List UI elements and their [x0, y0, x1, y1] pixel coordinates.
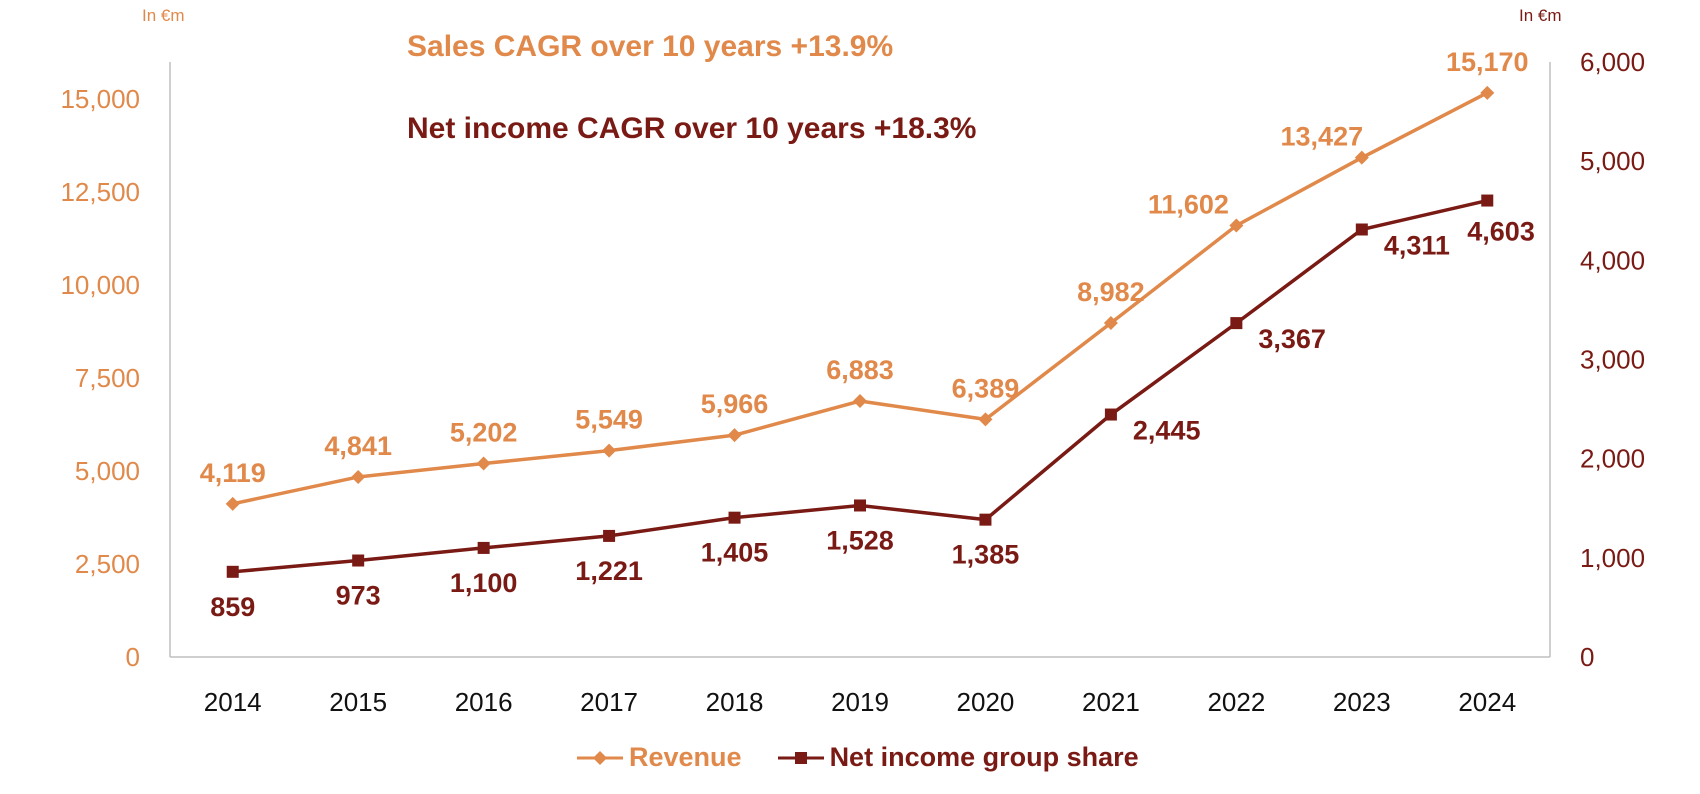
left-unit-label: In €m [142, 6, 185, 25]
x-tick-label: 2015 [329, 687, 387, 717]
revenue-data-label: 5,202 [450, 418, 518, 448]
right-tick-label: 0 [1580, 642, 1594, 672]
net-income-point [1230, 317, 1243, 330]
legend: Revenue Net income group share [575, 742, 1173, 773]
x-tick-label: 2020 [957, 687, 1015, 717]
revenue-point [351, 469, 366, 484]
revenue-data-label: 6,389 [952, 373, 1020, 403]
revenue-data-label: 5,966 [701, 389, 769, 419]
revenue-point [978, 412, 993, 427]
left-tick-label: 7,500 [75, 363, 140, 393]
x-tick-label: 2018 [706, 687, 764, 717]
revenue-legend-marker-icon [577, 750, 623, 765]
right-tick-label: 2,000 [1580, 444, 1645, 474]
revenue-line [232, 91, 1489, 506]
net-income-point [352, 554, 365, 567]
left-tick-label: 10,000 [60, 270, 140, 300]
left-tick-label: 15,000 [60, 84, 140, 114]
right-tick-label: 4,000 [1580, 245, 1645, 275]
x-tick-label: 2022 [1207, 687, 1265, 717]
net-income-data-label: 1,221 [575, 556, 643, 586]
legend-item-net-income: Net income group share [776, 742, 1139, 773]
net-income-data-label: 1,100 [450, 568, 518, 598]
legend-item-revenue: Revenue [575, 742, 742, 773]
x-tick-label: 2021 [1082, 687, 1140, 717]
left-tick-label: 12,500 [60, 177, 140, 207]
net-income-data-label: 859 [210, 592, 255, 622]
net-income-data-label: 1,528 [826, 525, 894, 555]
revenue-point [1229, 218, 1244, 233]
x-tick-label: 2014 [204, 687, 262, 717]
net-income-cagr-annotation: Net income CAGR over 10 years +18.3% [407, 112, 977, 145]
right-tick-label: 3,000 [1580, 345, 1645, 375]
net-income-point [477, 541, 490, 554]
left-tick-label: 0 [126, 642, 140, 672]
left-tick-label: 2,500 [75, 549, 140, 579]
net-income-point [728, 511, 741, 524]
revenue-point [1480, 85, 1495, 100]
net-income-data-label: 1,405 [701, 538, 769, 568]
revenue-data-label: 4,119 [200, 458, 266, 488]
revenue-point [225, 496, 240, 511]
net-income-point [603, 529, 616, 542]
right-unit-label: In €m [1519, 6, 1562, 25]
right-tick-label: 5,000 [1580, 146, 1645, 176]
net-income-data-label: 973 [336, 581, 381, 611]
net-income-point [226, 565, 239, 578]
x-tick-label: 2024 [1458, 687, 1516, 717]
right-tick-label: 1,000 [1580, 543, 1645, 573]
revenue-data-label: 11,602 [1148, 190, 1229, 220]
revenue-point [1103, 315, 1118, 330]
revenue-data-label: 5,549 [575, 405, 643, 435]
revenue-point [602, 443, 617, 458]
sales-cagr-annotation: Sales CAGR over 10 years +13.9% [407, 30, 894, 63]
revenue-point [476, 456, 491, 471]
revenue-data-label: 4,841 [324, 431, 392, 461]
net-income-point [1481, 194, 1494, 207]
net-income-data-label: 1,385 [952, 540, 1020, 570]
net-income-legend-marker-icon [777, 751, 824, 764]
revenue-data-label: 15,170 [1446, 47, 1529, 77]
x-tick-label: 2016 [455, 687, 513, 717]
revenue-point [1354, 150, 1369, 165]
net-income-point [1104, 408, 1117, 421]
net-income-line [232, 198, 1488, 574]
revenue-data-label: 8,982 [1077, 277, 1145, 307]
x-tick-label: 2017 [580, 687, 638, 717]
net-income-point [854, 499, 866, 512]
net-income-data-label: 4,311 [1384, 230, 1450, 260]
legend-label-revenue: Revenue [629, 742, 742, 772]
revenue-point [727, 428, 742, 443]
net-income-data-label: 3,367 [1258, 324, 1326, 354]
revenue-point [853, 394, 867, 409]
legend-label-net-income: Net income group share [829, 742, 1139, 772]
x-tick-label: 2023 [1333, 687, 1391, 717]
revenue-data-label: 6,883 [826, 355, 894, 385]
net-income-data-label: 2,445 [1133, 416, 1201, 446]
net-income-point [979, 513, 992, 526]
right-tick-label: 6,000 [1580, 47, 1645, 77]
x-tick-label: 2019 [831, 687, 889, 717]
net-income-data-label: 4,603 [1467, 217, 1535, 247]
left-tick-label: 5,000 [75, 456, 140, 486]
revenue-data-label: 13,427 [1281, 122, 1364, 152]
net-income-point [1355, 223, 1368, 236]
